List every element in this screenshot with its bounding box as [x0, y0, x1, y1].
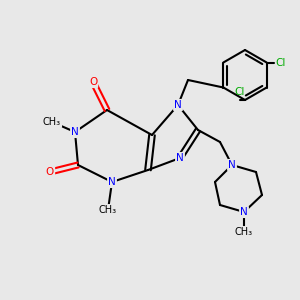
Text: Cl: Cl	[235, 87, 245, 97]
Text: O: O	[46, 167, 54, 177]
Text: Cl: Cl	[275, 58, 286, 68]
Text: N: N	[174, 100, 182, 110]
Text: N: N	[240, 207, 248, 217]
Text: CH₃: CH₃	[235, 227, 253, 237]
Text: CH₃: CH₃	[99, 205, 117, 215]
Text: O: O	[89, 77, 97, 87]
Text: N: N	[71, 127, 79, 137]
Text: N: N	[228, 160, 236, 170]
Text: N: N	[108, 177, 116, 187]
Text: N: N	[176, 153, 184, 163]
Text: CH₃: CH₃	[43, 117, 61, 127]
